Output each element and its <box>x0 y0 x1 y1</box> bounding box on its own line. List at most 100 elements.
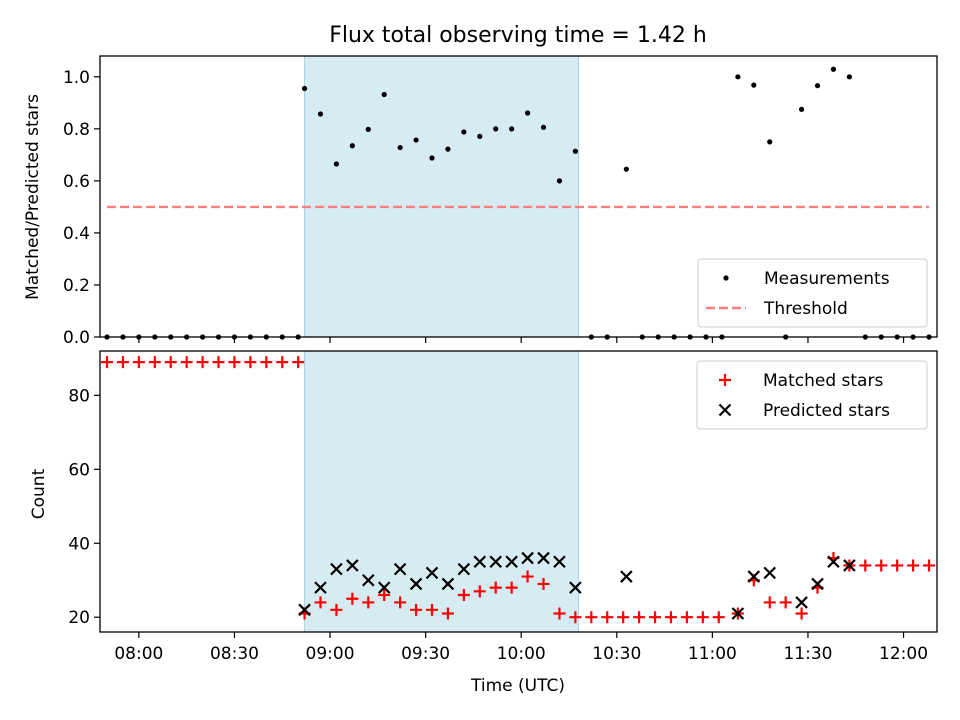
y-tick-label: 40 <box>68 534 90 554</box>
predicted-star-point <box>377 581 391 594</box>
matched-star-point <box>212 356 225 369</box>
matched-star-point <box>410 603 423 616</box>
y-tick-label: 60 <box>68 460 90 480</box>
matched-star-point <box>489 581 502 594</box>
predicted-star-point <box>731 607 745 620</box>
top-y-axis-label: Matched/Predicted stars <box>23 94 43 300</box>
predicted-star-point <box>473 555 487 569</box>
legend-marker-predicted <box>718 403 732 417</box>
matched-star-point <box>228 356 241 369</box>
matched-star-point <box>585 611 598 624</box>
matched-star-point <box>553 607 566 620</box>
observing-interval-band <box>304 350 580 633</box>
predicted-star-point <box>409 577 423 591</box>
matched-star-point <box>569 611 582 624</box>
matched-star-point <box>537 577 550 590</box>
predicted-star-point <box>811 577 824 591</box>
matched-star-point <box>116 356 129 369</box>
matched-star-point <box>680 611 693 624</box>
measurement-point <box>524 110 531 116</box>
measurement-point <box>623 166 629 172</box>
matched-star-point <box>763 596 776 609</box>
legend-marker-measurements <box>723 275 729 281</box>
predicted-star-point <box>298 603 311 617</box>
matched-star-point <box>276 356 289 369</box>
measurement-point <box>767 139 773 145</box>
legend-label: Matched stars <box>763 371 883 391</box>
matched-star-point <box>180 356 193 369</box>
matched-star-point <box>457 589 470 602</box>
matched-star-point <box>617 611 630 624</box>
matched-star-point <box>779 596 792 609</box>
predicted-star-point <box>537 551 550 565</box>
predicted-star-point <box>620 570 633 583</box>
predicted-star-point <box>346 559 359 572</box>
predicted-star-point <box>330 562 343 576</box>
legend-label: Threshold <box>763 299 848 319</box>
legend-marker-matched <box>719 374 731 386</box>
predicted-star-point <box>521 551 534 565</box>
measurement-point <box>413 137 419 143</box>
matched-star-point <box>473 585 486 598</box>
predicted-star-point <box>843 559 856 572</box>
measurement-point <box>333 161 340 167</box>
matched-star-point <box>521 570 534 583</box>
x-tick-label: 08:00 <box>114 644 163 664</box>
measurement-point <box>814 83 821 89</box>
y-tick-label: 20 <box>68 608 90 628</box>
y-tick-label: 0.6 <box>63 172 90 192</box>
measurement-point <box>509 126 515 132</box>
measurement-point <box>301 85 308 92</box>
measurement-point <box>798 106 805 112</box>
top-legend: Measurements Threshold <box>697 258 928 328</box>
matched-star-point <box>132 356 145 369</box>
y-tick-label: 80 <box>68 386 90 406</box>
matched-star-point <box>346 592 359 605</box>
measurement-point <box>317 111 324 117</box>
x-tick-label: 10:30 <box>592 644 641 664</box>
legend-frame <box>696 360 928 430</box>
predicted-star-point <box>747 570 761 583</box>
measurement-point <box>477 133 483 139</box>
predicted-star-point <box>489 555 502 569</box>
predicted-star-point <box>314 581 327 594</box>
x-axis-label: Time (UTC) <box>470 676 565 696</box>
x-tick-label: 10:00 <box>497 644 546 664</box>
y-tick-label: 0.2 <box>63 276 90 296</box>
y-tick-label: 1.0 <box>63 68 90 88</box>
matched-star-point <box>362 596 375 609</box>
matched-star-point <box>314 596 327 609</box>
measurement-point <box>735 74 741 80</box>
measurement-point <box>397 144 403 151</box>
matched-star-point <box>875 559 888 572</box>
predicted-star-point <box>505 555 518 569</box>
matched-star-point <box>696 611 709 624</box>
measurement-point <box>751 82 757 88</box>
chart-layer: 0.0 0.2 0.4 0.6 0.8 1.0 20 40 60 80 08:00 08:30 09:0… <box>63 55 938 664</box>
legend-label: Measurements <box>764 269 890 289</box>
matched-star-point <box>795 607 808 620</box>
measurement-point <box>381 91 387 98</box>
matched-star-point <box>260 356 273 369</box>
y-tick-label: 0.4 <box>63 224 90 244</box>
legend-frame <box>697 258 928 328</box>
top-axes-frame <box>99 55 938 338</box>
bottom-y-axis-label: Count <box>29 468 49 519</box>
matched-star-point <box>505 581 518 594</box>
matched-star-point <box>196 356 209 369</box>
matched-star-point <box>633 611 646 624</box>
matched-star-point <box>425 603 438 616</box>
measurement-point <box>365 126 371 132</box>
bottom-legend: Matched stars Predicted stars <box>696 360 928 430</box>
matched-star-point <box>907 559 920 572</box>
x-tick-label: 11:30 <box>783 644 832 664</box>
predicted-star-point <box>441 577 455 591</box>
legend-label: Predicted stars <box>763 401 890 421</box>
matched-star-point <box>101 356 114 369</box>
measurement-point <box>556 178 563 184</box>
predicted-star-point <box>827 555 840 569</box>
matched-star-point <box>441 607 454 620</box>
chart-title: Flux total observing time = 1.42 h <box>329 23 707 48</box>
matched-star-point <box>292 356 305 369</box>
bottom-axes-frame <box>99 350 938 633</box>
